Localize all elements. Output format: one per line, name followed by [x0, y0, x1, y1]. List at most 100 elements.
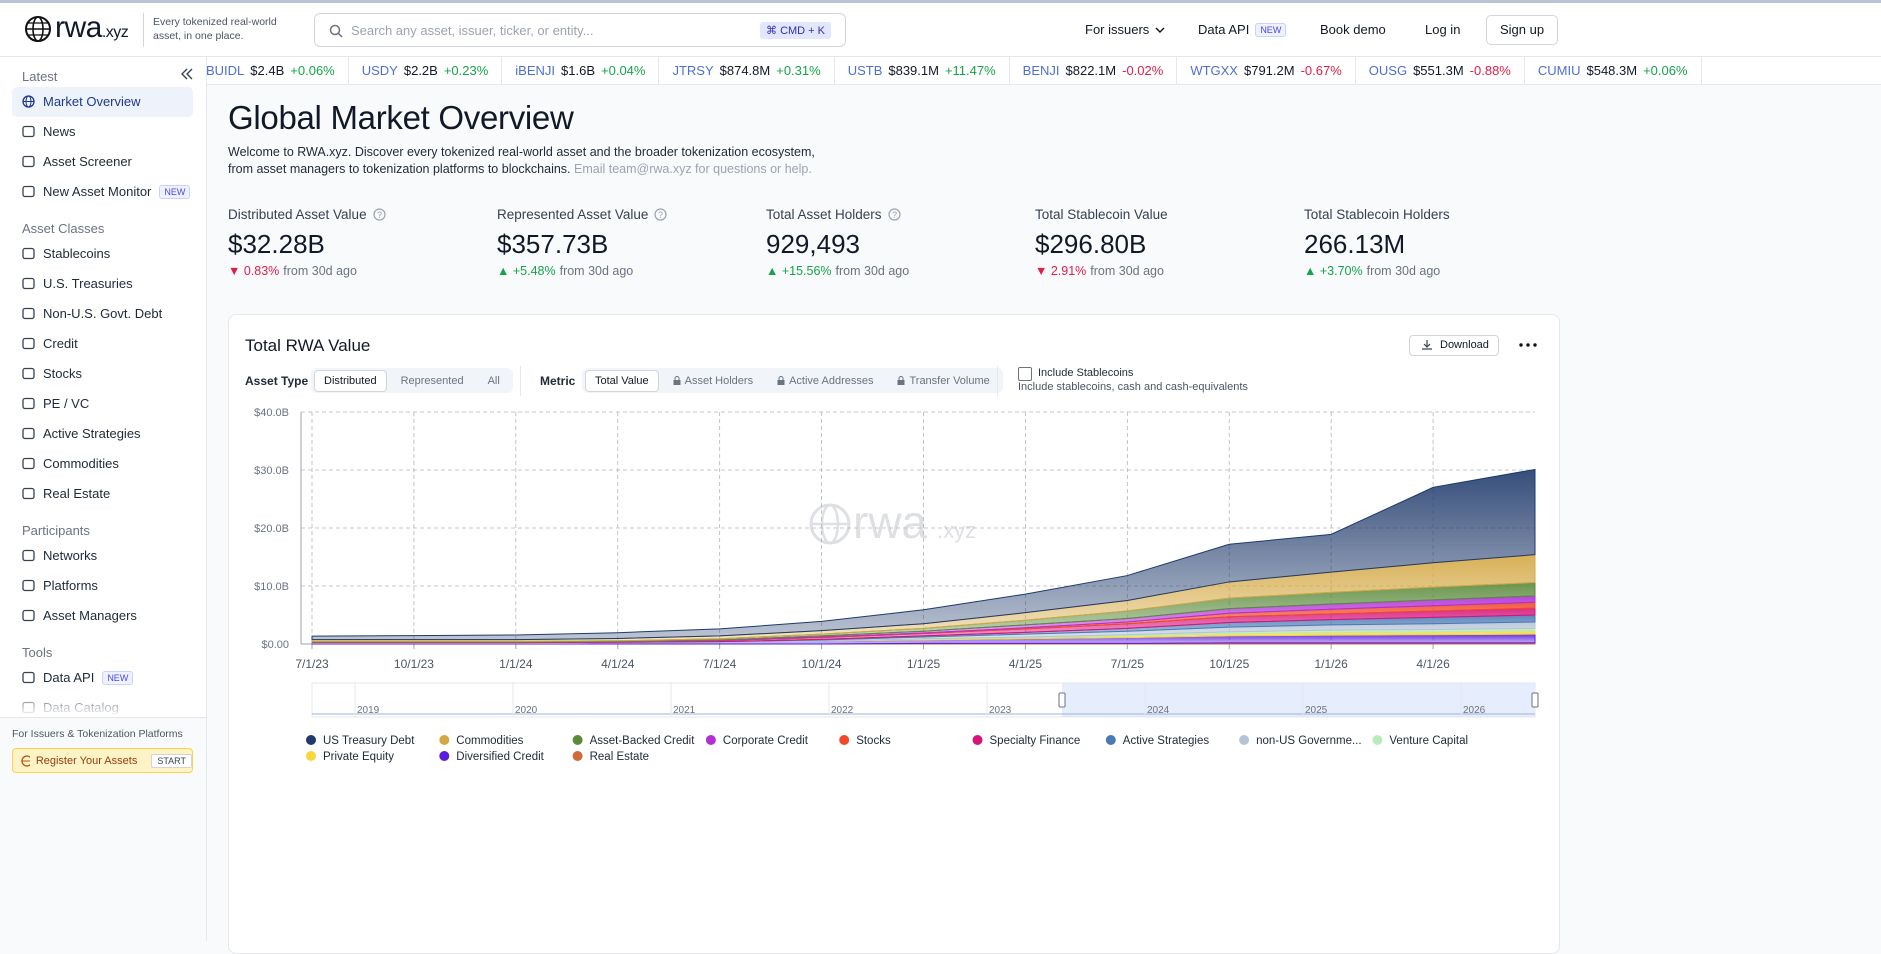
- active-highlight: [12, 87, 193, 117]
- stat-period: from 30d ago: [1366, 264, 1441, 278]
- info-icon[interactable]: ?: [654, 208, 667, 221]
- signup-button[interactable]: Sign up: [1486, 15, 1558, 45]
- ticker-item[interactable]: OUSG $551.3M -0.88%: [1368, 57, 1525, 84]
- more-menu[interactable]: [1519, 342, 1537, 348]
- header: rwa.xyz Every tokenized real-world asset…: [0, 3, 1881, 57]
- ticker-value: $1.6B: [561, 63, 596, 78]
- nav-item[interactable]: Book demo: [1320, 22, 1386, 37]
- stat-change-value: ▼ 2.91%: [1035, 264, 1087, 278]
- navigator-selection: [1062, 683, 1535, 717]
- ticker-item[interactable]: JTRSY $874.8M +0.31%: [672, 57, 835, 84]
- sidebar-badge: NEW: [159, 184, 191, 199]
- legend-swatch: [572, 751, 583, 761]
- legend-swatch: [306, 735, 316, 745]
- metric-option[interactable]: Transfer Volume: [887, 370, 999, 392]
- ticker-value: $822.1M: [1065, 63, 1117, 78]
- metric-option[interactable]: Active Addresses: [767, 370, 883, 392]
- ticker-symbol: OUSG: [1368, 63, 1408, 78]
- ticker-item[interactable]: iBENJI $1.6B +0.04%: [515, 57, 660, 84]
- metric-option[interactable]: Total Value: [585, 369, 659, 392]
- ticker-item[interactable]: BENJI $822.1M -0.02%: [1023, 57, 1178, 84]
- ticker-item[interactable]: USDY $2.2B +0.23%: [362, 57, 503, 84]
- search-icon: [329, 24, 343, 38]
- ticker-value: $791.2M: [1243, 63, 1295, 78]
- ticker-item[interactable]: BUIDL $2.4B +0.06%: [207, 57, 349, 84]
- register-button[interactable]: Register Your Assets START: [12, 748, 193, 773]
- nav-icon: [22, 277, 35, 290]
- sidebar-item[interactable]: News: [22, 124, 76, 139]
- info-icon[interactable]: ?: [372, 208, 386, 221]
- sidebar-item[interactable]: Credit: [22, 336, 78, 351]
- asset-type-option[interactable]: Represented: [400, 374, 464, 387]
- sidebar-item[interactable]: Real Estate: [22, 486, 110, 501]
- sidebar-item[interactable]: Asset Screener: [22, 154, 132, 169]
- logo[interactable]: rwa.xyz: [55, 11, 129, 45]
- nav-icon: [22, 671, 35, 684]
- asset-type-option[interactable]: All: [487, 374, 500, 387]
- info-icon[interactable]: ?: [887, 208, 901, 221]
- ticker-item[interactable]: USTB $839.1M +11.47%: [848, 57, 1010, 84]
- legend-swatch: [705, 735, 716, 745]
- sidebar-item[interactable]: PE / VC: [22, 396, 89, 411]
- sidebar-item[interactable]: Asset Managers: [22, 608, 137, 623]
- sidebar-item[interactable]: Stocks: [22, 366, 82, 381]
- stat-label-text: Total Stablecoin Value: [1035, 207, 1168, 222]
- sidebar-item[interactable]: U.S. Treasuries: [22, 276, 133, 291]
- svg-text:?: ?: [377, 210, 382, 220]
- asset-type-option[interactable]: Distributed: [314, 369, 387, 392]
- sidebar-item[interactable]: Active Strategies: [22, 426, 141, 441]
- register-label: Register Your Assets: [35, 754, 138, 767]
- divider: [143, 13, 144, 47]
- download-button[interactable]: Download: [1409, 335, 1499, 356]
- legend-swatch: [572, 735, 583, 745]
- x-tick-label: 10/1/25: [1209, 657, 1249, 671]
- sidebar-label: Market Overview: [43, 94, 141, 109]
- collapse-button[interactable]: [180, 67, 194, 81]
- x-tick-label: 10/1/23: [394, 657, 434, 671]
- sidebar-label: U.S. Treasuries: [43, 276, 133, 291]
- stat-period: from 30d ago: [283, 264, 357, 278]
- page-title: Global Market Overview: [228, 99, 574, 136]
- stat-value: $357.73B: [497, 229, 609, 259]
- x-tick-label: 1/1/26: [1314, 657, 1348, 671]
- legend-label: Active Strategies: [1123, 735, 1210, 747]
- ticker-change: -0.02%: [1122, 63, 1164, 78]
- legend-label: Private Equity: [323, 751, 394, 763]
- nav-icon: [22, 609, 35, 622]
- stat-change: ▲ +3.70% from 30d ago: [1304, 264, 1440, 278]
- sidebar-item[interactable]: Market Overview: [22, 94, 141, 109]
- nav-item[interactable]: Log in: [1425, 22, 1460, 37]
- sidebar-item[interactable]: Data API NEW: [22, 670, 134, 685]
- sidebar-item[interactable]: Stablecoins: [22, 246, 110, 261]
- sidebar-item[interactable]: New Asset Monitor NEW: [22, 184, 191, 199]
- nav-label: Log in: [1425, 22, 1461, 37]
- stablecoins-checkbox[interactable]: [1018, 367, 1032, 381]
- search-box[interactable]: Search any asset, issuer, ticker, or ent…: [314, 13, 846, 47]
- metric-option[interactable]: Asset Holders: [663, 370, 763, 392]
- ticker-item[interactable]: CUMIU $548.3M +0.06%: [1538, 57, 1702, 84]
- ticker-item[interactable]: WTGXX $791.2M -0.67%: [1190, 57, 1356, 84]
- navigator-year: 2019: [357, 705, 380, 716]
- stat-period: from 30d ago: [1090, 264, 1164, 278]
- intro-contact: Email team@rwa.xyz for questions or help…: [574, 162, 812, 176]
- stat-change-value: ▲ +3.70%: [1304, 264, 1363, 278]
- stat-period: from 30d ago: [559, 264, 634, 278]
- y-tick-label: $10.0B: [254, 581, 289, 593]
- register-icon: [21, 754, 30, 767]
- x-tick-label: 7/1/25: [1111, 657, 1145, 671]
- stat-change-value: ▼ 0.83%: [228, 264, 280, 278]
- sidebar-label: Commodities: [43, 456, 119, 471]
- stat-change-value: ▲ +15.56%: [766, 264, 832, 278]
- navigator-year: 2023: [989, 705, 1012, 716]
- sidebar-section-title: Latest: [22, 69, 58, 84]
- sidebar-label: Networks: [43, 548, 98, 563]
- sidebar-section-title: Asset Classes: [22, 221, 105, 236]
- sidebar-item[interactable]: Networks: [22, 548, 97, 563]
- nav-item[interactable]: Data API NEW: [1198, 22, 1287, 37]
- logo-suffix: .xyz: [101, 24, 129, 41]
- sidebar-item[interactable]: Non-U.S. Govt. Debt: [22, 306, 162, 321]
- sidebar-item[interactable]: Commodities: [22, 456, 119, 471]
- footer-caption: For Issuers & Tokenization Platforms: [12, 728, 183, 740]
- nav-item[interactable]: For issuers: [1085, 22, 1165, 37]
- sidebar-item[interactable]: Platforms: [22, 578, 98, 593]
